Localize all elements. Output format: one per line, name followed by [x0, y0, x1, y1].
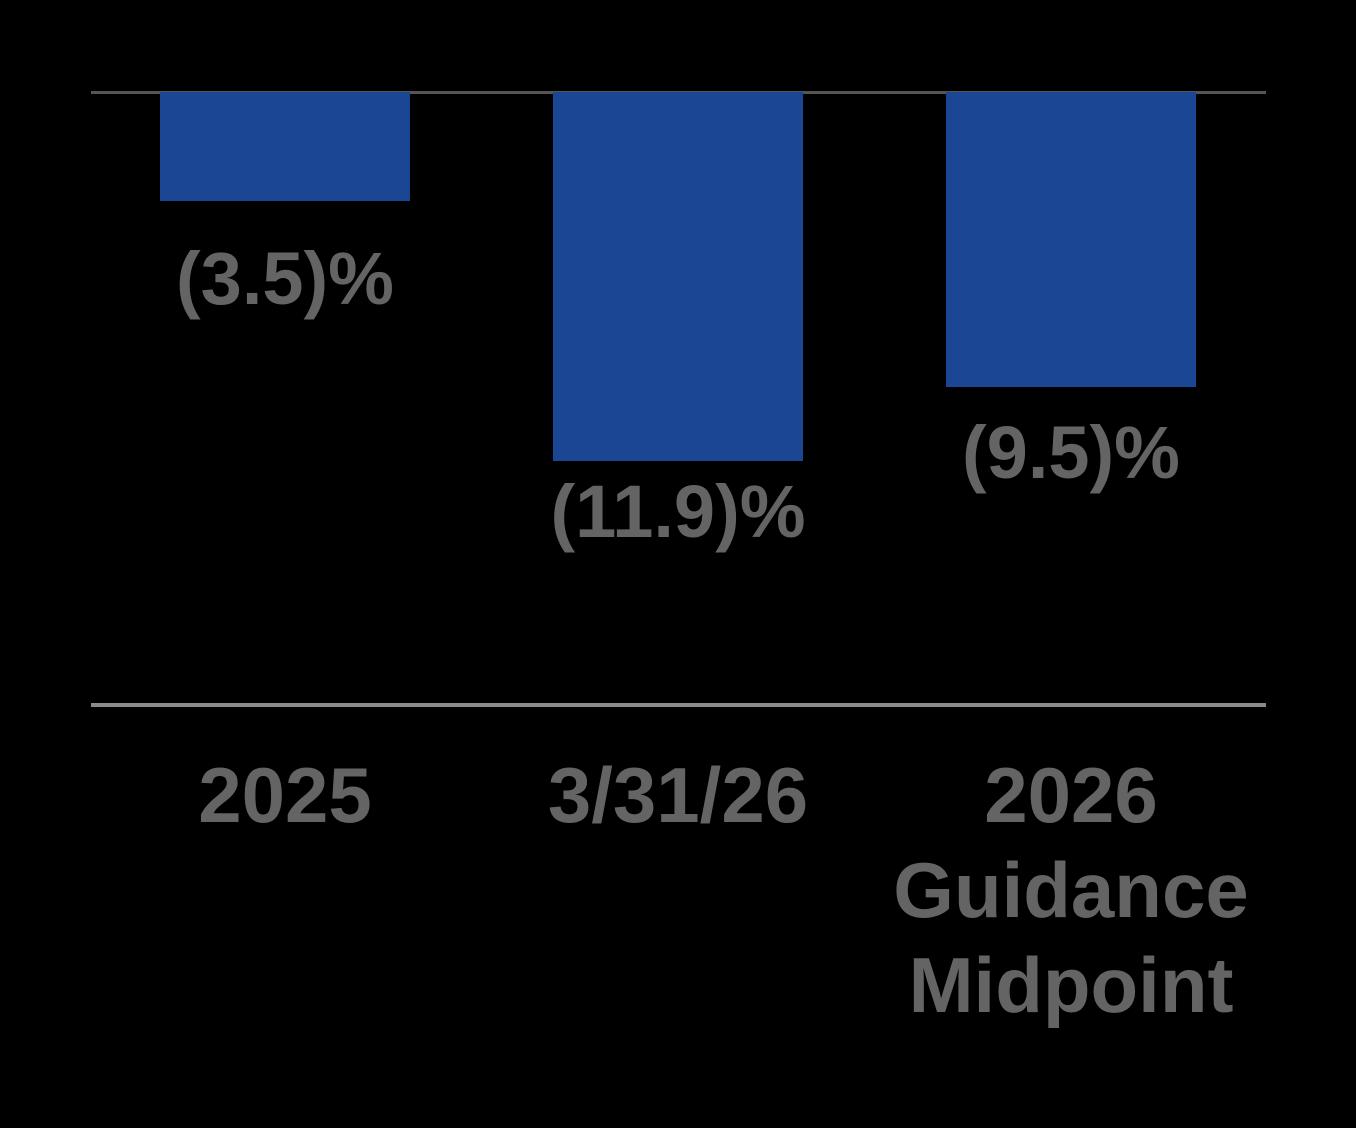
bar-column-3-31-26: (11.9)% — [550, 92, 806, 553]
bar-column-2026-guidance-midpoint: (9.5)% — [946, 92, 1196, 490]
bar-3-31-26 — [553, 92, 803, 461]
x-axis-label-2025: 2025 — [198, 751, 372, 839]
bar-2025 — [160, 92, 410, 201]
value-label-2026-guidance-midpoint: (9.5)% — [962, 410, 1180, 494]
bar-2026-guidance-midpoint — [946, 92, 1196, 387]
value-label-2025: (3.5)% — [176, 236, 394, 320]
value-label-3-31-26: (11.9)% — [550, 469, 806, 553]
x-axis-label-2026-guidance-midpoint: 2026 Guidance Midpoint — [893, 751, 1249, 1030]
x-axis-separator-line — [91, 703, 1266, 707]
bar-column-2025: (3.5)% — [160, 92, 410, 316]
x-axis-label-3-31-26: 3/31/26 — [547, 751, 809, 839]
